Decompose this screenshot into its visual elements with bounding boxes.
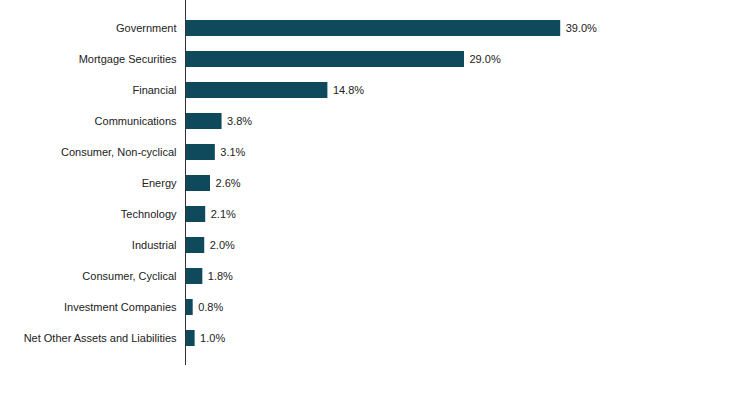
svg-text:1.8%: 1.8%	[208, 270, 233, 282]
svg-text:3.8%: 3.8%	[227, 115, 252, 127]
svg-text:29.0%: 29.0%	[470, 53, 501, 65]
svg-text:Industrial: Industrial	[132, 239, 177, 251]
svg-text:0.8%: 0.8%	[198, 301, 223, 313]
svg-text:Mortgage Securities: Mortgage Securities	[79, 53, 177, 65]
svg-text:2.1%: 2.1%	[211, 208, 236, 220]
svg-text:Energy: Energy	[142, 177, 177, 189]
svg-text:Consumer, Cyclical: Consumer, Cyclical	[82, 270, 176, 282]
svg-text:2.0%: 2.0%	[210, 239, 235, 251]
svg-text:Technology: Technology	[121, 208, 177, 220]
svg-text:Net Other Assets and Liabiliti: Net Other Assets and Liabilities	[24, 332, 177, 344]
svg-text:Government: Government	[116, 22, 177, 34]
svg-text:1.0%: 1.0%	[200, 332, 225, 344]
svg-text:Investment Companies: Investment Companies	[64, 301, 177, 313]
svg-text:14.8%: 14.8%	[333, 84, 364, 96]
svg-text:Financial: Financial	[132, 84, 176, 96]
svg-text:3.1%: 3.1%	[220, 146, 245, 158]
svg-text:2.6%: 2.6%	[216, 177, 241, 189]
svg-text:Communications: Communications	[95, 115, 177, 127]
svg-text:Consumer, Non-cyclical: Consumer, Non-cyclical	[61, 146, 177, 158]
svg-text:39.0%: 39.0%	[566, 22, 597, 34]
